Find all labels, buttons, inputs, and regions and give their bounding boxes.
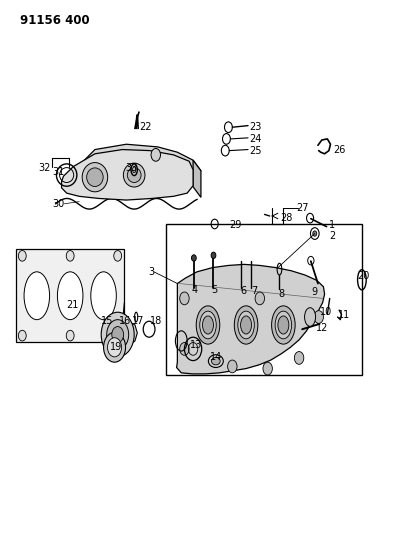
Circle shape (107, 320, 129, 350)
Ellipse shape (131, 164, 138, 175)
Text: 24: 24 (249, 134, 261, 144)
Text: 30: 30 (53, 199, 65, 209)
Text: 28: 28 (280, 213, 293, 223)
Circle shape (66, 330, 74, 341)
Circle shape (66, 251, 74, 261)
Text: 17: 17 (132, 316, 144, 326)
Text: 19: 19 (110, 342, 123, 352)
Text: 21: 21 (66, 300, 78, 310)
Ellipse shape (271, 306, 295, 344)
Text: 22: 22 (139, 122, 151, 132)
Text: 12: 12 (316, 322, 329, 333)
Circle shape (151, 149, 160, 161)
Ellipse shape (58, 272, 83, 320)
Circle shape (112, 327, 124, 343)
Text: 7: 7 (251, 286, 257, 296)
Circle shape (211, 252, 216, 259)
Ellipse shape (127, 167, 141, 182)
Circle shape (255, 292, 264, 305)
Ellipse shape (200, 311, 216, 339)
Polygon shape (77, 144, 201, 184)
Text: 4: 4 (192, 286, 198, 295)
Circle shape (19, 330, 26, 341)
Text: 15: 15 (101, 316, 114, 326)
Text: 23: 23 (249, 122, 261, 132)
Text: 18: 18 (150, 316, 162, 326)
Text: 5: 5 (212, 286, 218, 295)
Ellipse shape (278, 316, 289, 334)
Ellipse shape (241, 316, 252, 334)
Text: 91156 400: 91156 400 (20, 14, 90, 27)
Circle shape (19, 251, 26, 261)
Text: 3: 3 (149, 267, 155, 277)
Text: 2: 2 (329, 231, 336, 241)
Ellipse shape (196, 306, 220, 344)
Text: 6: 6 (240, 286, 246, 296)
Circle shape (314, 311, 323, 324)
Ellipse shape (275, 311, 292, 339)
Text: 13: 13 (190, 340, 203, 350)
Text: 11: 11 (338, 310, 350, 320)
Text: 32: 32 (39, 163, 51, 173)
Text: 20: 20 (358, 271, 370, 281)
Ellipse shape (24, 272, 50, 320)
Polygon shape (61, 150, 193, 200)
Circle shape (104, 333, 126, 362)
Text: 31: 31 (53, 167, 65, 177)
Ellipse shape (203, 316, 214, 334)
Text: 14: 14 (210, 352, 222, 362)
Text: 25: 25 (249, 146, 261, 156)
Circle shape (114, 330, 122, 341)
Text: 27: 27 (296, 203, 309, 213)
Ellipse shape (91, 272, 116, 320)
Polygon shape (177, 264, 325, 374)
Bar (165, 224, 362, 375)
Circle shape (294, 352, 304, 365)
Ellipse shape (87, 168, 103, 187)
Ellipse shape (212, 358, 220, 365)
Text: 8: 8 (278, 289, 284, 299)
Text: 29: 29 (229, 220, 242, 230)
Text: 33: 33 (125, 163, 137, 173)
Text: 26: 26 (333, 144, 345, 155)
Text: 1: 1 (329, 220, 336, 230)
Polygon shape (193, 160, 201, 197)
Circle shape (108, 338, 122, 357)
Ellipse shape (208, 355, 223, 368)
Ellipse shape (305, 308, 316, 326)
Circle shape (228, 360, 237, 373)
Circle shape (313, 231, 317, 236)
Circle shape (180, 343, 189, 356)
Ellipse shape (238, 311, 254, 339)
Text: 9: 9 (312, 287, 318, 297)
Text: 10: 10 (320, 306, 333, 317)
Circle shape (180, 292, 189, 305)
Circle shape (101, 312, 134, 357)
Polygon shape (104, 320, 138, 349)
Ellipse shape (123, 163, 145, 187)
Ellipse shape (234, 306, 258, 344)
Ellipse shape (82, 163, 108, 192)
Circle shape (263, 362, 272, 375)
Circle shape (191, 255, 196, 261)
Circle shape (114, 251, 122, 261)
Text: 16: 16 (119, 316, 131, 326)
Bar (17, 249, 125, 342)
